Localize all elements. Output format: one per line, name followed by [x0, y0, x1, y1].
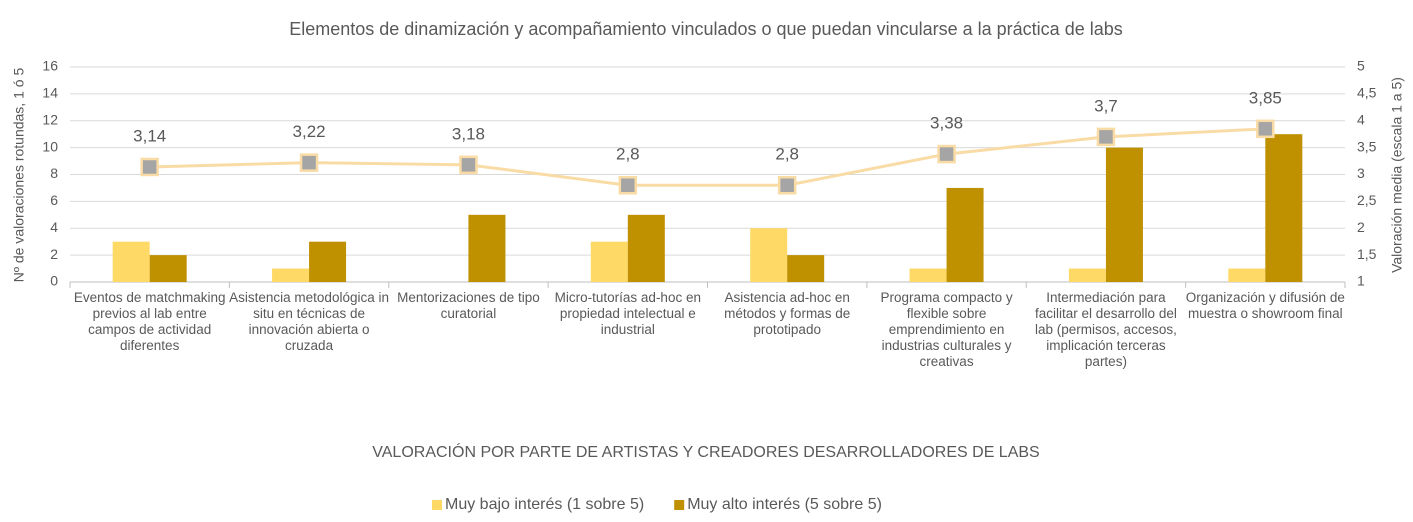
line-marker [299, 153, 319, 172]
bar [272, 268, 310, 282]
bar [1265, 134, 1303, 282]
bar [1228, 268, 1266, 282]
x-tick-label-box: Programa compacto y flexible sobre empre… [880, 290, 1013, 369]
y2-tick-label: 5 [1357, 58, 1365, 74]
data-label: 3,14 [133, 126, 166, 145]
x-tick-label-box: Asistencia ad-hoc en métodos y formas de… [724, 290, 851, 337]
x-tick-label-box: Micro-tutorías ad-hoc en propiedad intel… [554, 290, 701, 337]
data-label: 3,7 [1094, 96, 1118, 115]
x-tick-label: Micro-tutorías ad-hoc en propiedad intel… [554, 290, 701, 337]
bar [590, 241, 628, 282]
legend-swatch [432, 500, 442, 510]
bar [1105, 147, 1143, 282]
y-tick-label: 4 [50, 219, 58, 235]
data-label: 3,38 [930, 114, 963, 133]
line-marker [777, 176, 797, 195]
legend-label: Muy alto interés (5 sobre 5) [687, 496, 882, 513]
y2-tick-label: 4 [1357, 111, 1365, 127]
bar [787, 255, 825, 282]
x-tick-label-box: Mentorizaciones de tipo curatorial [397, 290, 540, 321]
line-marker [1256, 119, 1275, 139]
x-axis-title: VALORACIÓN POR PARTE DE ARTISTAS Y CREAD… [372, 442, 1039, 461]
y2-tick-label: 1 [1357, 273, 1365, 289]
y2-tick-label: 3,5 [1357, 138, 1377, 154]
data-label: 3,85 [1249, 88, 1282, 107]
data-label: 2,8 [616, 145, 640, 164]
x-tick-label: Organización y difusión de muestra o sho… [1185, 290, 1345, 321]
y2-tick-label: 4,5 [1357, 85, 1377, 101]
x-tick-label-box: Organización y difusión de muestra o sho… [1185, 290, 1345, 321]
y-tick-label: 12 [42, 111, 58, 127]
x-tick-label: Mentorizaciones de tipo curatorial [397, 290, 540, 321]
line-marker [937, 144, 956, 164]
line-marker [1096, 127, 1116, 147]
y-axis-title: Nº de valoraciones rotundas, 1 ó 5 [11, 68, 27, 283]
y-tick-label: 0 [50, 273, 58, 289]
y-tick-label: 8 [50, 165, 58, 181]
data-label: 2,8 [775, 145, 799, 164]
line-marker [140, 157, 159, 177]
y-tick-label: 16 [42, 58, 58, 74]
line [149, 127, 1266, 187]
y2-tick-label: 2,5 [1357, 192, 1377, 208]
data-label: 3,18 [452, 124, 485, 143]
legend-swatch [674, 500, 685, 510]
legend-label: Muy bajo interés (1 sobre 5) [445, 496, 644, 513]
bar [149, 255, 187, 282]
bar [112, 241, 150, 282]
x-tick-label-box: Eventos de matchmaking previos al lab en… [73, 290, 226, 353]
bar [750, 228, 788, 282]
bar [909, 268, 947, 282]
x-tick-label: Asistencia metodológica in situ en técni… [229, 290, 389, 353]
y-tick-label: 10 [42, 138, 58, 154]
y2-tick-label: 1,5 [1357, 246, 1377, 262]
x-tick-label: Eventos de matchmaking previos al lab en… [73, 290, 226, 353]
line-marker [618, 176, 638, 195]
bar [309, 241, 347, 282]
y2-axis-title: Valoración media (escala 1 a 5) [1389, 77, 1405, 273]
y-tick-label: 2 [50, 246, 58, 262]
y2-tick-label: 2 [1357, 219, 1365, 235]
data-label: 3,22 [293, 122, 326, 141]
bar [1068, 268, 1106, 282]
x-tick-label: Asistencia ad-hoc en métodos y formas de… [724, 290, 851, 337]
y-tick-label: 14 [42, 85, 58, 101]
x-tick-label: Intermediación para facilitar el desarro… [1035, 290, 1177, 369]
bar [627, 214, 665, 282]
line-marker [459, 155, 478, 175]
y-tick-label: 6 [50, 192, 58, 208]
x-tick-label-box: Asistencia metodológica in situ en técni… [229, 290, 389, 353]
bar [468, 214, 506, 282]
bar [946, 187, 984, 282]
y2-tick-label: 3 [1357, 165, 1365, 181]
chart-title: Elementos de dinamización y acompañamien… [289, 19, 1123, 39]
x-tick-label-box: Intermediación para facilitar el desarro… [1035, 290, 1177, 369]
x-tick-label: Programa compacto y flexible sobre empre… [880, 290, 1013, 369]
